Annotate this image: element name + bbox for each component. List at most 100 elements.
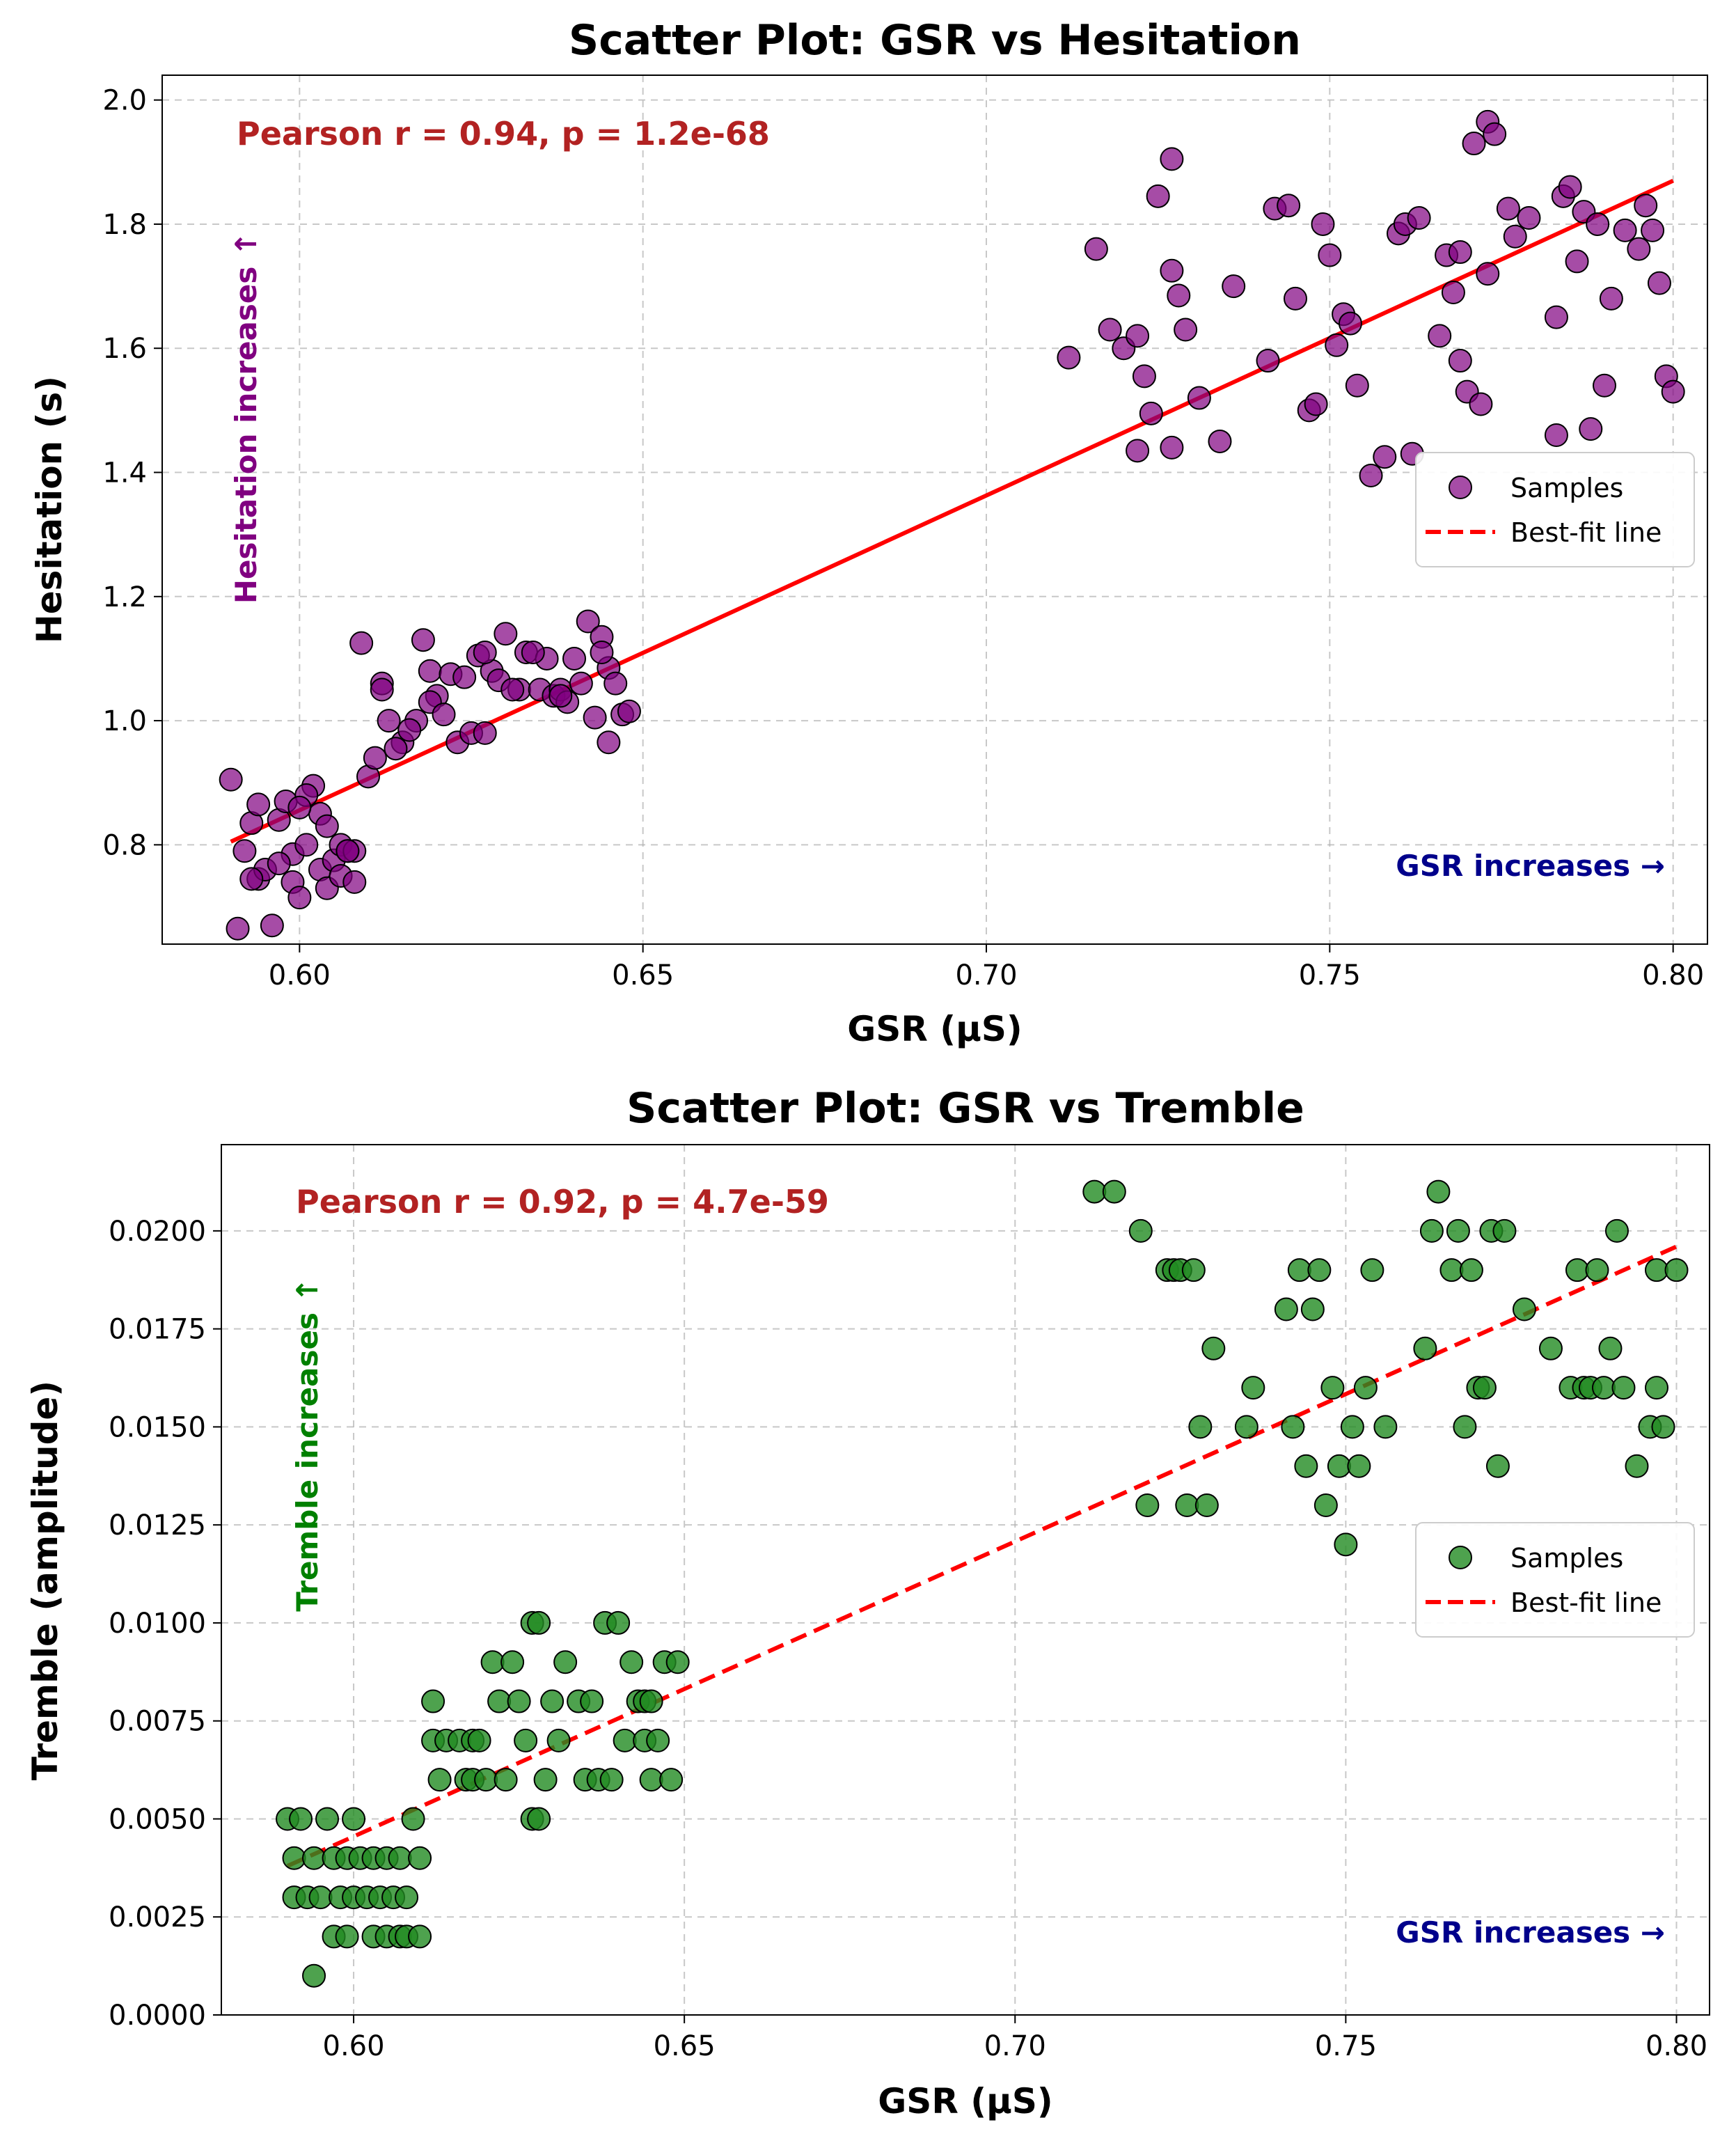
data-point (1644, 1376, 1668, 1400)
data-point (1448, 240, 1472, 265)
data-point (363, 746, 387, 770)
data-point (1353, 1376, 1378, 1400)
data-point (315, 1807, 340, 1831)
data-point (1325, 333, 1349, 357)
data-point (494, 1768, 518, 1792)
data-point (1428, 324, 1452, 348)
data-point (1538, 1336, 1563, 1360)
data-point (1407, 206, 1431, 230)
data-point (1160, 147, 1184, 171)
data-point (1446, 1218, 1470, 1243)
data-point (1503, 224, 1527, 249)
data-point (1613, 218, 1637, 242)
y-axis-ticks: 0.8 1.0 1.2 1.4 1.6 1.8 2.0 (102, 85, 162, 861)
data-point (1345, 373, 1369, 398)
data-point (1598, 1336, 1623, 1360)
data-point (1439, 1258, 1464, 1282)
data-point (646, 1728, 670, 1752)
data-point (239, 867, 264, 891)
hesitation-increases-note: Hesitation increases ↑ (229, 232, 263, 604)
y-axis-label: Tremble (amplitude) (25, 1381, 65, 1780)
data-point (226, 916, 250, 941)
data-point (1496, 196, 1520, 221)
data-point (411, 628, 435, 652)
data-point (480, 1650, 505, 1674)
data-point (1132, 364, 1156, 389)
data-point (342, 1807, 366, 1831)
data-point (1327, 1454, 1351, 1478)
data-point (599, 1768, 624, 1792)
data-point (1222, 274, 1246, 299)
data-point (1126, 439, 1150, 463)
data-point (1459, 1258, 1483, 1282)
data-point (500, 1650, 525, 1674)
data-point (562, 646, 586, 670)
data-point (408, 1924, 432, 1949)
chart-hesitation: Scatter Plot: GSR vs Hesitation 0.60 0.65… (29, 16, 1708, 1049)
y-axis-ticks: 0.0000 0.0025 0.0050 0.0075 0.0100 0.0125 0.01… (109, 1216, 221, 2032)
y-tick-label: 0.0125 (109, 1509, 206, 1541)
x-tick-label: 0.75 (1315, 2030, 1377, 2062)
data-point (1146, 184, 1170, 208)
data-point (342, 870, 367, 894)
data-point (1485, 1454, 1510, 1478)
data-point (1565, 249, 1589, 274)
data-point (1304, 392, 1328, 416)
data-point (1647, 271, 1671, 295)
data-point (580, 1689, 604, 1713)
chart-title: Scatter Plot: GSR vs Hesitation (569, 16, 1301, 65)
data-point (1611, 1376, 1636, 1400)
x-axis-label: GSR (µS) (847, 1009, 1022, 1049)
legend-samples-label: Samples (1510, 1543, 1623, 1574)
data-point (603, 671, 628, 696)
legend-samples-label: Samples (1510, 473, 1623, 503)
y-tick-label: 1.2 (102, 581, 147, 613)
legend-samples-marker (1449, 1546, 1472, 1569)
data-point (282, 1846, 306, 1870)
data-point (1634, 194, 1658, 218)
data-point (1102, 1179, 1126, 1204)
y-tick-label: 0.0100 (109, 1608, 206, 1640)
data-point (1512, 1297, 1536, 1321)
y-tick-label: 1.4 (102, 457, 147, 489)
data-point (246, 792, 271, 817)
plot-frame (161, 74, 1708, 945)
data-point (232, 839, 257, 863)
chart-title: Scatter Plot: GSR vs Tremble (626, 1084, 1304, 1133)
data-point (1234, 1415, 1258, 1439)
x-tick-label: 0.80 (1642, 959, 1704, 991)
legend-samples-marker (1449, 476, 1472, 499)
data-point (1139, 401, 1163, 425)
data-point (1294, 1454, 1318, 1478)
data-point (315, 814, 339, 838)
x-axis-ticks: 0.60 0.65 0.70 0.75 0.80 (269, 944, 1704, 991)
data-point (1664, 1258, 1689, 1282)
data-point (639, 1689, 663, 1713)
data-point (1188, 1415, 1213, 1439)
y-tick-label: 0.0000 (109, 2000, 206, 2032)
data-point (659, 1768, 684, 1792)
data-point (1174, 317, 1198, 342)
legend-box (1415, 452, 1695, 567)
y-tick-label: 0.0150 (109, 1411, 206, 1443)
data-point (1082, 1179, 1107, 1204)
gsr-increases-note: GSR increases → (1396, 1915, 1665, 1949)
data-point (1565, 1258, 1589, 1282)
data-point (487, 1689, 512, 1713)
data-point (1300, 1297, 1325, 1321)
data-point (473, 721, 497, 745)
x-tick-label: 0.75 (1299, 959, 1361, 991)
data-point (613, 1728, 637, 1752)
data-point (1201, 1336, 1226, 1360)
legend: Samples Best-fit line (1415, 1522, 1695, 1638)
data-point (473, 641, 497, 665)
data-point (1441, 281, 1465, 304)
data-point (1128, 1218, 1153, 1243)
data-point (1453, 1415, 1477, 1439)
data-point (384, 737, 408, 761)
data-point (1311, 212, 1335, 236)
data-point (1274, 1297, 1298, 1321)
data-point (1167, 283, 1191, 308)
data-point (527, 1807, 551, 1831)
